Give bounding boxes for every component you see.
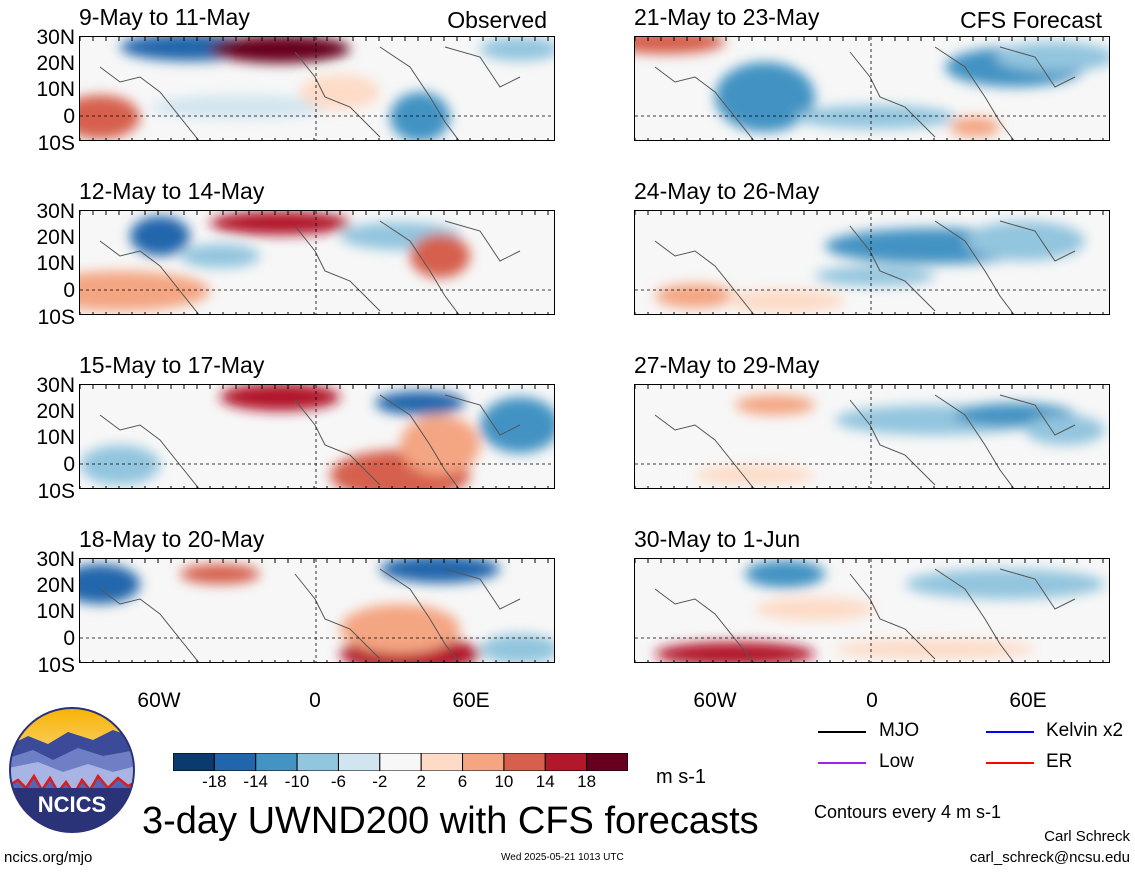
- colorbar-tick-7: 10: [494, 772, 514, 791]
- colorbar: [172, 752, 629, 772]
- lon-label-60e-right: 60E: [1009, 689, 1047, 712]
- panel-title-7: 30-May to 1-Jun: [634, 526, 801, 552]
- panel-title-1: 21-May to 23-May: [634, 4, 820, 30]
- lat-label-0-1: 20N: [36, 52, 75, 75]
- lat-label-0-0: 30N: [36, 26, 75, 49]
- colorbar-tick-5: 2: [416, 772, 426, 791]
- panel-title-3: 24-May to 26-May: [634, 178, 820, 204]
- lat-label-2-0: 30N: [36, 374, 75, 397]
- lon-label-60w-right: 60W: [693, 689, 737, 712]
- colorbar-tick-2: -10: [284, 772, 310, 791]
- colorbar-tick-8: 14: [535, 772, 555, 791]
- colorbar-swatch-7: [462, 752, 505, 772]
- colorbar-tick-3: -6: [330, 772, 347, 791]
- footer-url: ncics.org/mjo: [4, 849, 93, 866]
- panel-corner-label-0: Observed: [447, 7, 547, 33]
- lat-label-2-4: 10S: [37, 480, 75, 503]
- colorbar-swatch-9: [544, 752, 588, 772]
- legend-label-low: Low: [879, 751, 914, 772]
- lon-label-60e-left: 60E: [452, 689, 490, 712]
- colorbar-swatch-1: [213, 752, 257, 772]
- map-panel-1: [634, 36, 1110, 141]
- colorbar-swatch-4: [337, 752, 381, 772]
- colorbar-tick-0: -18: [202, 772, 227, 791]
- legend-line-low: [818, 762, 866, 764]
- colorbar-swatch-3: [296, 752, 339, 772]
- lat-label-0-2: 10N: [36, 78, 75, 101]
- lat-label-0-3: 0: [63, 105, 75, 128]
- lon-label-60w-left: 60W: [137, 689, 181, 712]
- logo-text: NCICS: [38, 792, 106, 817]
- lat-label-3-2: 10N: [36, 600, 75, 623]
- colorbar-swatch-8: [503, 752, 546, 772]
- lat-label-1-2: 10N: [36, 252, 75, 275]
- legend-line-er: [986, 762, 1034, 764]
- lat-label-3-1: 20N: [36, 574, 75, 597]
- panel-title-5: 27-May to 29-May: [634, 352, 820, 378]
- footer-author: Carl Schreck: [1044, 828, 1130, 845]
- panel-title-4: 15-May to 17-May: [79, 352, 265, 378]
- colorbar-swatch-0: [172, 752, 215, 772]
- map-panel-5: [634, 384, 1110, 489]
- footer-email: carl_schreck@ncsu.edu: [969, 849, 1130, 866]
- lat-label-3-4: 10S: [37, 654, 75, 677]
- map-panel-0: [79, 36, 555, 141]
- colorbar-tick-4: -2: [372, 772, 388, 791]
- legend-line-mjo: [818, 731, 866, 733]
- lat-label-1-0: 30N: [36, 200, 75, 223]
- lat-label-1-4: 10S: [37, 306, 75, 329]
- colorbar-swatch-2: [255, 752, 298, 772]
- lat-label-2-1: 20N: [36, 400, 75, 423]
- map-panel-7: [634, 558, 1110, 663]
- legend-label-kelvin: Kelvin x2: [1046, 720, 1124, 741]
- colorbar-swatch-6: [420, 752, 464, 772]
- panel-title-0: 9-May to 11-May: [79, 4, 250, 30]
- lat-label-1-1: 20N: [36, 226, 75, 249]
- footer-timestamp: Wed 2025-05-21 1013 UTC: [501, 852, 624, 863]
- colorbar-units: m s-1: [656, 766, 706, 788]
- ncics-logo: NCICS: [8, 706, 136, 834]
- legend-label-er: ER: [1046, 751, 1073, 772]
- colorbar-swatch-10: [586, 752, 629, 772]
- lat-label-1-3: 0: [63, 279, 75, 302]
- lat-label-3-0: 30N: [36, 548, 75, 571]
- colorbar-tick-6: 6: [457, 772, 468, 791]
- colorbar-tick-1: -14: [243, 772, 268, 791]
- map-panel-6: [79, 558, 555, 663]
- main-title: 3-day UWND200 with CFS forecasts: [142, 800, 759, 842]
- colorbar-tick-9: 18: [577, 772, 597, 791]
- panel-title-2: 12-May to 14-May: [79, 178, 265, 204]
- legend-line-kelvin: [986, 731, 1034, 733]
- lat-label-2-3: 0: [63, 453, 75, 476]
- map-panel-4: [79, 384, 555, 489]
- contours-note: Contours every 4 m s-1: [814, 802, 1002, 822]
- lon-label-0-left: 0: [309, 689, 321, 712]
- lon-label-0-right: 0: [866, 689, 878, 712]
- panel-title-6: 18-May to 20-May: [79, 526, 265, 552]
- lat-label-2-2: 10N: [36, 426, 75, 449]
- legend-label-mjo: MJO: [879, 720, 920, 741]
- map-panel-2: [79, 210, 555, 315]
- map-panel-3: [634, 210, 1110, 315]
- lat-label-0-4: 10S: [37, 132, 75, 155]
- colorbar-swatch-5: [379, 752, 422, 772]
- panel-corner-label-1: CFS Forecast: [960, 7, 1102, 33]
- lat-label-3-3: 0: [63, 627, 75, 650]
